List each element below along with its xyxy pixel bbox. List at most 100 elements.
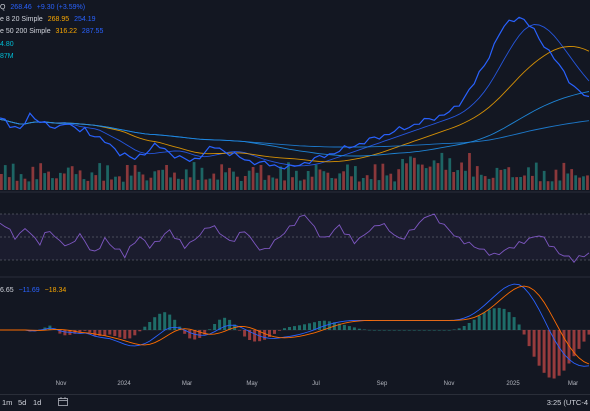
- macd-legend[interactable]: 6.65 −11.69 −18.34: [0, 286, 69, 295]
- volume-bar: [197, 180, 200, 190]
- macd-histogram-bar: [123, 330, 126, 339]
- volume-bar: [515, 177, 518, 190]
- volume-bar: [570, 169, 573, 190]
- volume-bar: [271, 178, 274, 191]
- macd-histogram-bar: [153, 317, 156, 330]
- volume-bar: [527, 167, 530, 190]
- x-axis-label: 2025: [506, 381, 520, 387]
- volume-bar: [547, 181, 550, 190]
- macd-histogram-bar: [493, 308, 496, 330]
- volume-bar: [460, 163, 463, 191]
- macd-histogram-bar: [303, 324, 306, 330]
- macd-histogram-bar: [103, 330, 106, 336]
- volume-legend[interactable]: 87M: [0, 52, 17, 61]
- macd-histogram-bar: [133, 330, 136, 335]
- volume-bar: [138, 172, 141, 190]
- macd-histogram-bar: [353, 327, 356, 330]
- timezone-clock[interactable]: 3:25 (UTC-4: [547, 398, 588, 407]
- macd-histogram-bar: [513, 317, 516, 330]
- volume-bar: [134, 165, 137, 190]
- volume-bar: [484, 176, 487, 190]
- volume-bar: [189, 177, 192, 190]
- volume-bar: [374, 164, 377, 190]
- calendar-icon[interactable]: [58, 397, 68, 406]
- volume-bar: [216, 180, 219, 190]
- volume-bar: [578, 178, 581, 190]
- macd-histogram-bar: [548, 330, 551, 378]
- macd-histogram-bar: [473, 320, 476, 330]
- extra-value: 4.80: [0, 41, 14, 48]
- volume-bar: [35, 179, 38, 190]
- volume-bar: [413, 158, 416, 190]
- macd-histogram-bar: [188, 330, 191, 338]
- volume-bar: [511, 177, 514, 190]
- extra-legend[interactable]: 4.80: [0, 40, 17, 49]
- volume-bar: [205, 180, 208, 191]
- macd-histogram-bar: [488, 310, 491, 330]
- volume-bar: [303, 180, 306, 191]
- macd-histogram-bar: [328, 321, 331, 330]
- volume-bar: [370, 179, 373, 190]
- volume-bar: [20, 174, 23, 190]
- sma20-value-2: 254.19: [74, 16, 95, 23]
- volume-bar: [574, 175, 577, 190]
- volume-bar: [165, 165, 168, 190]
- macd-histogram-bar: [143, 327, 146, 330]
- volume-bar: [8, 177, 11, 190]
- volume-bar: [315, 165, 318, 190]
- macd-histogram-bar: [318, 321, 321, 330]
- x-axis-label: 2024: [117, 381, 131, 387]
- volume-bar: [539, 181, 542, 190]
- macd-histogram-bar: [583, 330, 586, 342]
- volume-bar: [531, 176, 534, 190]
- volume-bar: [157, 170, 160, 190]
- macd-histogram-bar: [158, 314, 161, 330]
- volume-bar: [173, 173, 176, 190]
- macd-histogram-bar: [308, 323, 311, 330]
- volume-bar: [334, 179, 337, 191]
- macd-histogram-bar: [453, 330, 456, 331]
- volume-bar: [319, 170, 322, 191]
- volume-bar: [51, 178, 54, 190]
- macd-histogram-bar: [578, 330, 581, 349]
- macd-histogram-bar: [273, 330, 276, 334]
- volume-bar: [83, 179, 86, 190]
- macd-signal-value: −11.69: [19, 287, 40, 294]
- sma50-legend[interactable]: e 50 200 Simple 316.22 287.55: [0, 27, 106, 36]
- volume-bar: [71, 166, 74, 190]
- range-1m-button[interactable]: 1m: [2, 398, 12, 407]
- volume-bar: [28, 181, 31, 190]
- macd-histogram-bar: [63, 330, 66, 335]
- volume-bar: [244, 176, 247, 190]
- volume-bar: [256, 173, 259, 190]
- sma20-legend[interactable]: e 8 20 Simple 268.95 254.19: [0, 15, 99, 24]
- main-legend: Q 268.46 +9.30 (+3.59%): [0, 3, 88, 12]
- macd-histogram-bar: [438, 330, 441, 331]
- volume-bar: [401, 159, 404, 190]
- macd-histogram-bar: [213, 324, 216, 330]
- macd-value: 6.65: [0, 287, 14, 294]
- volume-bar: [209, 179, 212, 190]
- volume-bar: [260, 165, 263, 190]
- volume-bar: [468, 153, 471, 190]
- volume-bar: [161, 170, 164, 190]
- macd-histogram-bar: [93, 330, 96, 336]
- volume-bar: [405, 163, 408, 190]
- range-5d-button[interactable]: 5d: [18, 398, 26, 407]
- macd-histogram-bar: [388, 330, 391, 331]
- sma20-value-1: 268.95: [48, 16, 69, 23]
- macd-histogram-bar: [373, 330, 376, 331]
- volume-bar: [153, 171, 156, 190]
- sma20-label: e 8 20 Simple: [0, 16, 43, 23]
- volume-bar: [279, 167, 282, 191]
- macd-histogram-bar: [83, 330, 86, 331]
- range-1d-button[interactable]: 1d: [33, 398, 41, 407]
- volume-bar: [389, 174, 392, 190]
- x-axis-label: May: [246, 381, 257, 387]
- volume-bar: [94, 175, 97, 190]
- symbol-label[interactable]: Q: [0, 4, 5, 11]
- volume-bar: [220, 164, 223, 190]
- volume-bar: [425, 168, 428, 190]
